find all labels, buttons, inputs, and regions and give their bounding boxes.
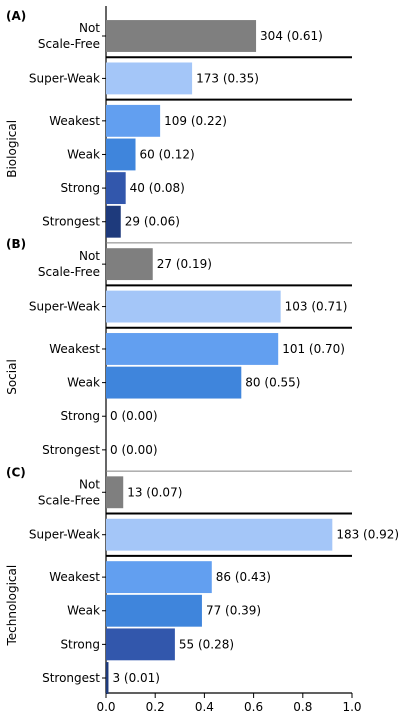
category-label: Strong xyxy=(60,637,100,651)
value-label: 3 (0.01) xyxy=(112,671,160,685)
value-label: 13 (0.07) xyxy=(127,485,182,499)
value-label: 86 (0.43) xyxy=(216,570,271,584)
bar-technological-not-scale-free xyxy=(106,476,124,509)
category-label: Weakest xyxy=(49,114,100,128)
category-label: Not xyxy=(79,21,100,35)
value-label: 29 (0.06) xyxy=(125,215,180,229)
group-label: Social xyxy=(5,359,19,395)
bar-technological-weak xyxy=(106,594,202,627)
category-label: Not xyxy=(79,249,100,263)
panel-label: (C) xyxy=(6,465,26,479)
value-label: 304 (0.61) xyxy=(260,29,323,43)
x-tick-label: 0.0 xyxy=(96,700,115,714)
category-label: Strongest xyxy=(42,671,100,685)
bar-biological-strongest xyxy=(106,205,121,238)
value-label: 40 (0.08) xyxy=(130,181,185,195)
value-label: 55 (0.28) xyxy=(179,637,234,651)
category-label: Strongest xyxy=(42,215,100,229)
category-label: Strong xyxy=(60,181,100,195)
x-tick-label: 0.8 xyxy=(293,700,312,714)
group-label: Biological xyxy=(5,120,19,178)
category-label: Super-Weak xyxy=(29,71,100,85)
bar-social-weakest xyxy=(106,333,279,365)
value-label: 80 (0.55) xyxy=(245,376,300,390)
category-label: Weak xyxy=(67,604,100,618)
value-label: 103 (0.71) xyxy=(285,300,348,314)
value-label: 0 (0.00) xyxy=(110,409,158,423)
value-label: 77 (0.39) xyxy=(206,604,261,618)
group-label: Technological xyxy=(5,565,19,647)
value-label: 27 (0.19) xyxy=(157,257,212,271)
bar-social-super-weak xyxy=(106,290,281,323)
category-label: Scale-Free xyxy=(38,265,100,279)
category-label: Scale-Free xyxy=(38,37,100,51)
bar-biological-super-weak xyxy=(106,62,193,95)
panel-label: (B) xyxy=(6,237,26,251)
bar-technological-strongest xyxy=(106,662,109,694)
value-label: 0 (0.00) xyxy=(110,443,158,457)
bar-technological-strong xyxy=(106,628,175,661)
bar-technological-super-weak xyxy=(106,518,333,551)
value-label: 109 (0.22) xyxy=(164,114,227,128)
category-label: Weak xyxy=(67,147,100,161)
x-tick-label: 0.6 xyxy=(244,700,263,714)
value-label: 173 (0.35) xyxy=(196,71,259,85)
bar-technological-weakest xyxy=(106,561,212,594)
category-label: Weak xyxy=(67,376,100,390)
value-label: 60 (0.12) xyxy=(140,147,195,161)
x-tick-label: 1.0 xyxy=(342,700,361,714)
category-label: Weakest xyxy=(49,570,100,584)
bar-biological-not-scale-free xyxy=(106,20,257,52)
category-label: Strongest xyxy=(42,443,100,457)
panel-label: (A) xyxy=(6,9,26,23)
category-label: Not xyxy=(79,477,100,491)
bar-biological-weakest xyxy=(106,104,161,137)
x-tick-label: 0.2 xyxy=(146,700,165,714)
bar-biological-strong xyxy=(106,172,126,205)
value-label: 101 (0.70) xyxy=(282,342,345,356)
bar-biological-weak xyxy=(106,138,136,171)
category-label: Super-Weak xyxy=(29,300,100,314)
category-label: Scale-Free xyxy=(38,493,100,507)
category-label: Super-Weak xyxy=(29,528,100,542)
bar-social-weak xyxy=(106,366,242,399)
category-label: Strong xyxy=(60,409,100,423)
x-tick-label: 0.4 xyxy=(195,700,214,714)
bar-social-not-scale-free xyxy=(106,248,153,281)
category-label: Weakest xyxy=(49,342,100,356)
value-label: 183 (0.92) xyxy=(336,528,399,542)
